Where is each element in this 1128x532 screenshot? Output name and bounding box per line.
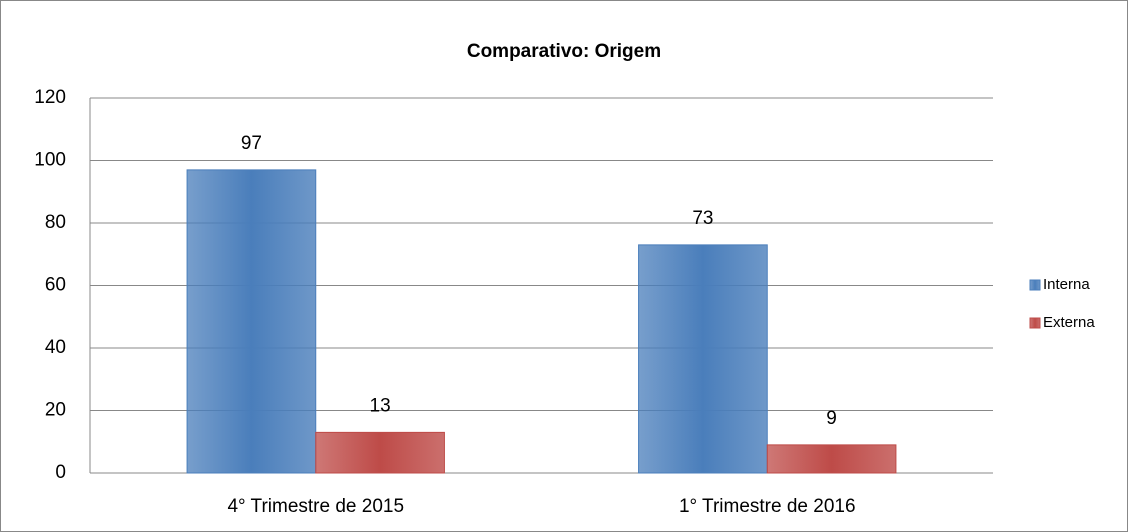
y-tick-label: 100	[34, 150, 66, 171]
legend-label: Interna	[1043, 276, 1090, 293]
y-tick-label: 40	[45, 337, 66, 358]
data-label: 73	[692, 208, 713, 229]
y-tick-label: 80	[45, 212, 66, 233]
bar	[186, 169, 317, 474]
bar	[766, 444, 897, 474]
x-tick-label: 4° Trimestre de 2015	[227, 496, 404, 517]
data-label: 13	[370, 395, 391, 416]
x-tick-label: 1° Trimestre de 2016	[679, 496, 856, 517]
y-tick-label: 120	[34, 87, 66, 108]
data-label: 9	[826, 408, 837, 429]
data-label: 97	[241, 133, 262, 154]
chart-title: Comparativo: Origem	[467, 41, 661, 62]
y-tick-label: 0	[55, 462, 66, 483]
legend-marker	[1029, 317, 1041, 329]
y-tick-label: 60	[45, 275, 66, 296]
y-tick-label: 20	[45, 400, 66, 421]
legend-label: Externa	[1043, 314, 1095, 331]
bar	[638, 244, 768, 474]
legend-marker	[1029, 279, 1041, 291]
bar	[315, 431, 445, 474]
